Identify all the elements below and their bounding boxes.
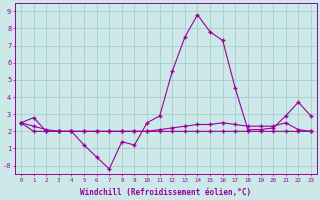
X-axis label: Windchill (Refroidissement éolien,°C): Windchill (Refroidissement éolien,°C) [80, 188, 252, 197]
